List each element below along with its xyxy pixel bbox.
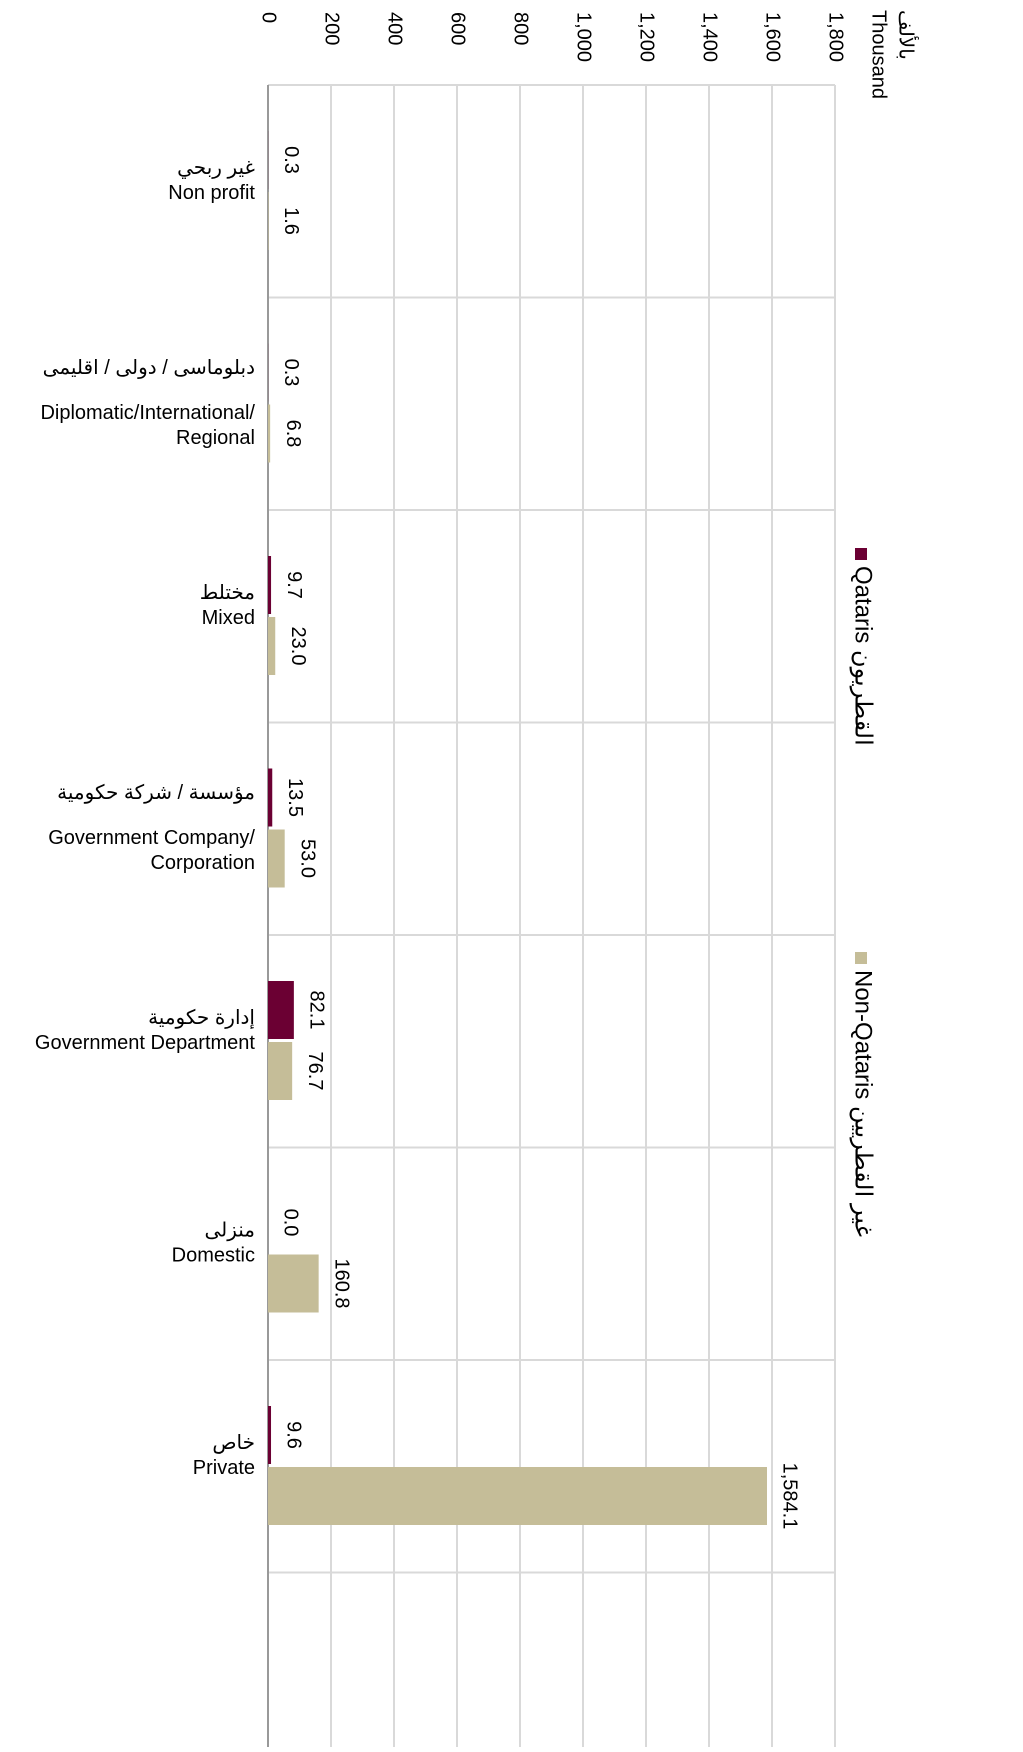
y-tick-label: 1,000 (573, 12, 595, 62)
y-tick-label: 1,600 (762, 12, 784, 62)
y-tick-label: 600 (447, 12, 469, 45)
category-label: خاص (212, 1432, 255, 1454)
value-label: 6.8 (282, 420, 304, 448)
y-tick-label: 400 (384, 12, 406, 45)
value-label: 1,584.1 (779, 1463, 801, 1530)
value-label: 0.3 (280, 359, 302, 387)
category-label: Government Company/ (48, 827, 255, 849)
unit-label: بالألف (895, 10, 919, 60)
category-label: غير ربحي (177, 157, 255, 180)
category-label: Domestic (172, 1245, 255, 1267)
y-tick-label: 0 (258, 12, 280, 23)
value-label: 9.7 (283, 571, 305, 599)
bar (268, 192, 269, 250)
value-label: 23.0 (287, 627, 309, 666)
category-label: Corporation (150, 852, 255, 874)
category-label: Government Department (35, 1032, 256, 1054)
value-label: 1.6 (280, 207, 302, 235)
unit-label: Thousand (868, 10, 890, 99)
bar (268, 830, 285, 888)
y-tick-label: 1,800 (825, 12, 847, 62)
value-label: 9.6 (283, 1421, 305, 1449)
bar (268, 1467, 767, 1525)
category-label: منزلى (204, 1220, 255, 1242)
bar (268, 981, 294, 1039)
bar (268, 1042, 292, 1100)
value-label: 160.8 (330, 1258, 352, 1308)
y-tick-label: 200 (321, 12, 343, 45)
bar (268, 617, 275, 675)
legend-swatch (855, 548, 867, 560)
category-label: Private (193, 1457, 255, 1479)
value-label: 0.3 (280, 146, 302, 174)
value-label: 0.0 (280, 1209, 302, 1237)
bar (268, 1255, 319, 1313)
category-label: مؤسسة / شركة حكومية (57, 782, 255, 804)
value-label: 82.1 (306, 991, 328, 1030)
bar (268, 769, 272, 827)
value-label: 53.0 (296, 839, 318, 878)
category-label: إدارة حكومية (148, 1007, 255, 1030)
y-tick-label: 1,400 (699, 12, 721, 62)
category-label: Regional (176, 427, 255, 449)
category-label: Non profit (168, 182, 255, 204)
y-tick-label: 1,200 (636, 12, 658, 62)
category-label: مختلط (200, 582, 255, 604)
category-label: دبلوماسى / دولى / اقليمى (43, 357, 255, 379)
y-tick-label: 800 (510, 12, 532, 45)
legend-swatch (855, 952, 867, 964)
bar (268, 405, 270, 463)
value-label: 13.5 (284, 778, 306, 817)
bar (268, 556, 271, 614)
category-label: Diplomatic/International/ (40, 402, 255, 424)
legend-label: Non-Qataris غير القطريين (850, 970, 877, 1237)
legend-label: Qataris القطريون (850, 566, 877, 746)
category-label: Mixed (202, 607, 255, 629)
value-label: 76.7 (304, 1052, 326, 1091)
bar (268, 1406, 271, 1464)
